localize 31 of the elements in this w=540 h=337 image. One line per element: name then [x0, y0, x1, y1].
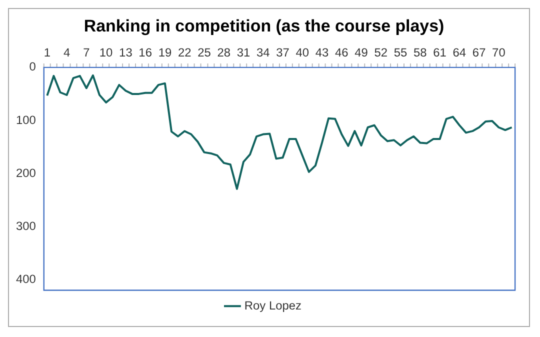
- y-tick-label: 0: [29, 60, 36, 74]
- x-tick-label: 64: [452, 46, 466, 60]
- x-tick-label: 67: [472, 46, 486, 60]
- x-tick-label: 7: [83, 46, 90, 60]
- x-tick-label: 31: [236, 46, 250, 60]
- x-tick-label: 46: [334, 46, 349, 60]
- y-tick-label: 300: [16, 218, 36, 233]
- x-tick-label: 16: [138, 46, 152, 60]
- chart-title: Ranking in competition (as the course plays): [84, 16, 444, 36]
- x-tick-label: 19: [158, 46, 172, 60]
- x-tick-label: 70: [492, 46, 506, 60]
- x-tick-label: 10: [99, 46, 114, 60]
- y-tick-label: 400: [16, 272, 36, 286]
- x-tick-label: 49: [354, 46, 368, 60]
- x-tick-label: 43: [315, 46, 330, 60]
- x-tick-label: 40: [296, 46, 310, 60]
- y-tick-label: 100: [16, 112, 36, 127]
- x-tick-label: 28: [217, 46, 231, 60]
- y-tick-label: 200: [16, 166, 36, 180]
- x-tick-label: 34: [256, 46, 270, 60]
- x-tick-label: 1: [44, 46, 51, 60]
- x-tick-label: 58: [414, 46, 428, 60]
- legend-label: Roy Lopez: [244, 298, 302, 312]
- x-tick-label: 25: [198, 46, 212, 60]
- x-tick-label: 22: [178, 46, 192, 60]
- x-tick-label: 4: [63, 46, 70, 60]
- x-tick-label: 13: [119, 46, 133, 60]
- x-tick-label: 55: [394, 46, 408, 60]
- x-tick-label: 52: [374, 46, 388, 60]
- x-tick-label: 37: [276, 46, 290, 60]
- x-tick-label: 61: [433, 46, 447, 60]
